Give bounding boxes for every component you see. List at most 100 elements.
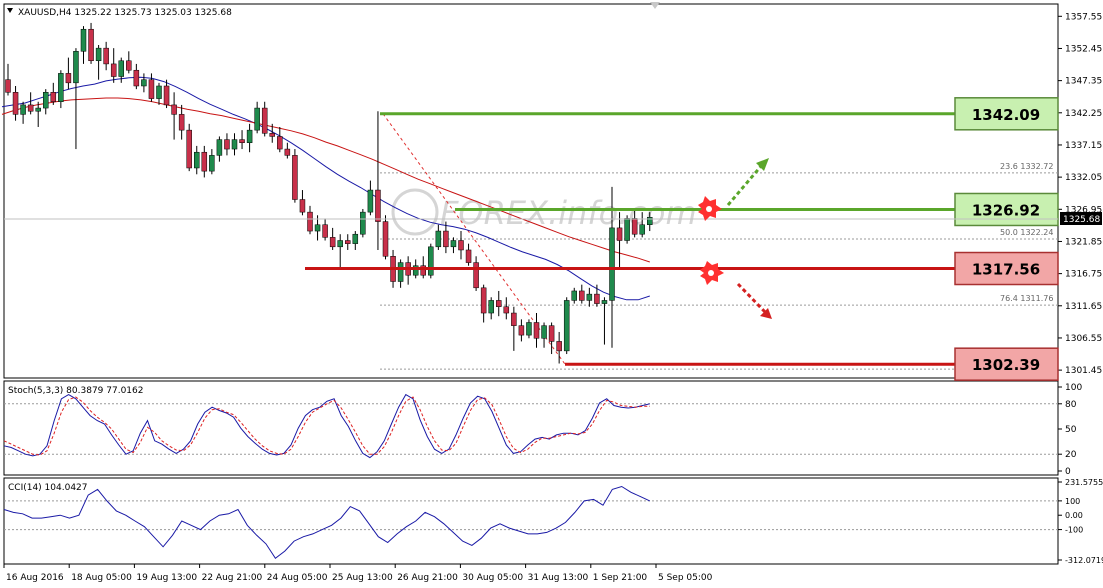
candle-body <box>465 249 472 263</box>
price-tick-label: 1332.05 <box>1065 173 1102 183</box>
symbol-ohlc-header: XAUUSD,H4 1325.22 1325.73 1325.03 1325.6… <box>18 8 232 18</box>
candle-body <box>254 107 260 131</box>
candle-body <box>307 211 313 232</box>
candle-body <box>412 265 419 276</box>
level-box <box>954 192 1059 227</box>
stoch-tick-label: 80 <box>1065 400 1077 410</box>
candle-body <box>480 287 487 314</box>
candle-body <box>616 227 623 241</box>
time-tick-label: 19 Aug 13:00 <box>136 573 197 583</box>
candle-body <box>35 107 41 112</box>
fib-level-label: 76.4 1311.76 <box>1000 294 1053 303</box>
candle-body <box>80 28 87 52</box>
time-tick-label: 22 Aug 21:00 <box>202 573 263 583</box>
candle-body <box>337 240 343 248</box>
candle-body <box>450 240 457 248</box>
candle-body <box>58 73 64 103</box>
candle-body <box>360 211 366 235</box>
price-tick-label: 1347.35 <box>1065 77 1102 87</box>
candle-body <box>269 133 275 137</box>
stoch-main-line <box>3 393 650 459</box>
candle-body <box>186 129 192 169</box>
stoch-tick-label: 20 <box>1065 450 1077 460</box>
level-label: 1326.92 <box>972 201 1040 219</box>
price-tick-label: 1316.75 <box>1065 270 1102 280</box>
price-tick-label: 1326.95 <box>1065 205 1102 215</box>
candle-body <box>548 325 555 342</box>
price-tick-label: 1342.25 <box>1065 109 1102 119</box>
candle-body <box>526 322 532 336</box>
cci-tick-label: 0.00 <box>1065 511 1083 520</box>
stoch-title: Stoch(5,3,3) 80.3879 77.0162 <box>8 386 143 396</box>
candle-body <box>141 79 147 87</box>
candle-body <box>503 306 510 314</box>
candle-body <box>609 227 615 301</box>
candle-body <box>488 300 494 314</box>
candle-body <box>133 69 140 87</box>
price-axis: 1357.55 1352.45 1347.35 1342.25 1337.15 1332.… <box>1058 12 1102 376</box>
bearish-arrow-icon <box>736 282 772 319</box>
candle-body <box>435 230 442 248</box>
candle-body <box>239 139 245 144</box>
price-pane-frame <box>3 3 1059 379</box>
candle-body <box>148 79 155 99</box>
candle-body <box>209 155 215 172</box>
fast-ma-line <box>1 76 650 301</box>
cci-tick-label: -100 <box>1065 526 1083 535</box>
candle-body <box>586 293 593 301</box>
stoch-signal-line <box>3 396 650 456</box>
fib-level-label: 23.6 1332.72 <box>1000 162 1053 171</box>
candle-body <box>420 265 426 276</box>
cci-tick-label: 100 <box>1065 497 1080 506</box>
candle-body <box>284 148 291 156</box>
candle-body <box>533 322 540 339</box>
candle-body <box>261 107 268 134</box>
price-tick-label: 1301.45 <box>1065 366 1102 376</box>
candle-body <box>20 104 26 115</box>
watermark-globe-icon <box>391 188 439 236</box>
candle-body <box>194 151 200 169</box>
candle-body <box>624 218 630 241</box>
time-tick-label: 30 Aug 05:00 <box>462 573 523 583</box>
candle-body <box>345 240 351 244</box>
breakout-burst-icon <box>698 196 722 221</box>
candle-body <box>178 114 185 131</box>
slow-ma-line <box>1 97 650 263</box>
candle-body <box>322 224 328 238</box>
chart-shift-marker[interactable] <box>650 2 660 9</box>
candle-body <box>647 217 653 225</box>
cci-indicator: 231.5755 100 0.00 -100 -312.0719 <box>3 478 1103 565</box>
symbol-dropdown-icon[interactable] <box>7 8 13 13</box>
candle-body <box>571 290 577 301</box>
level-label: 1302.39 <box>972 356 1040 374</box>
candle-body <box>473 262 479 289</box>
time-tick-label: 18 Aug 05:00 <box>71 573 132 583</box>
candle-body <box>216 139 223 156</box>
candle-body <box>563 300 570 352</box>
moving-averages <box>1 76 650 301</box>
candle-body <box>126 60 132 71</box>
time-tick-label: 16 Aug 2016 <box>6 573 64 583</box>
current-price-label: 1325.68 <box>1063 215 1100 225</box>
candle-body <box>443 230 449 248</box>
stoch-pane-frame <box>3 380 1059 476</box>
stoch-tick-label: 0 <box>1065 467 1071 477</box>
candle-body <box>95 47 102 62</box>
candle-body <box>277 136 283 150</box>
time-tick-label: 31 Aug 13:00 <box>528 573 589 583</box>
candle-body <box>496 300 502 307</box>
candle-body <box>201 151 208 172</box>
fib-level-label: 50.0 1322.24 <box>1000 228 1053 237</box>
candle-body <box>375 189 381 222</box>
cci-pane-frame <box>3 477 1059 565</box>
key-levels: 1342.09 1326.92 1317.56 1302.39 <box>305 97 1059 381</box>
price-tick-label: 1352.45 <box>1065 44 1102 54</box>
watermark: FOREX.info.com <box>391 188 697 236</box>
price-tick-label: 1337.15 <box>1065 141 1102 151</box>
candle-body <box>65 73 72 84</box>
candle-body <box>163 85 170 106</box>
candle-body <box>639 224 645 235</box>
level-box <box>954 97 1059 131</box>
candle-body <box>556 341 562 352</box>
